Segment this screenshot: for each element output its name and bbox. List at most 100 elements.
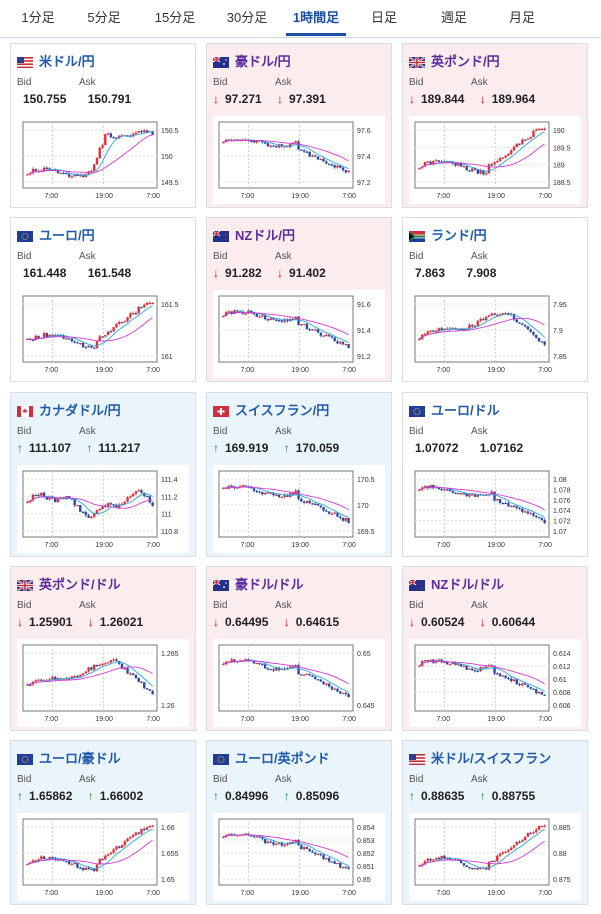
pair-name[interactable]: スイスフラン/円 (235, 403, 330, 418)
price-chart[interactable]: 190 189.5 189 188.5 7:00 19:00 7:00 (409, 116, 581, 204)
candle-body (504, 502, 507, 505)
x-tick-label: 7:00 (342, 890, 356, 897)
pair-name[interactable]: 米ドル/スイスフラン (431, 751, 552, 766)
pair-name[interactable]: 米ドル/円 (39, 54, 95, 69)
candle-body (236, 310, 239, 312)
candle-body (308, 673, 311, 676)
candle-body (263, 142, 267, 144)
candle-body (333, 165, 336, 168)
tab-3[interactable]: 15分足 (154, 10, 196, 25)
tab-7[interactable]: 週足 (440, 10, 467, 25)
rate-card[interactable]: 豪ドル/円 Bid Ask ↓ 97.271 ↓ 97.391 97.6 97.4 97.… (206, 43, 392, 208)
currency-pair-title[interactable]: NZドル/円 (212, 225, 295, 243)
price-chart[interactable]: 0.885 0.88 0.875 7:00 19:00 7:00 (409, 813, 581, 901)
currency-pair-title[interactable]: 米ドル/スイスフラン (409, 748, 552, 766)
pair-name[interactable]: NZドル/ドル (431, 577, 504, 592)
currency-pair-title[interactable]: ランド/円 (409, 225, 487, 243)
candle-body (468, 867, 471, 869)
rate-card[interactable]: ユーロ/ドル Bid Ask 1.07072 1.07162 1.08 1.078 1… (402, 392, 588, 557)
currency-pair-title[interactable]: 豪ドル/ドル (212, 574, 304, 592)
currency-pair-title[interactable]: カナダドル/円 (17, 400, 121, 418)
candle-body (498, 499, 502, 503)
currency-pair-title[interactable]: スイスフラン/円 (213, 400, 330, 418)
y-tick-label: 1.66 (161, 825, 175, 832)
currency-pair-title[interactable]: NZドル/ドル (408, 574, 504, 592)
candle-body (291, 493, 295, 495)
currency-pair-title[interactable]: 豪ドル/円 (212, 51, 291, 69)
candle-body (471, 668, 474, 671)
price-chart[interactable]: 150.5 150 149.5 7:00 19:00 7:00 (17, 116, 189, 204)
pair-name[interactable]: ランド/円 (431, 228, 487, 243)
candle-body (266, 319, 270, 321)
rate-card[interactable]: 英ポンド/ドル Bid Ask ↓ 1.25901 ↓ 1.26021 1.265 1.… (10, 566, 196, 731)
currency-pair-title[interactable]: ユーロ/豪ドル (17, 748, 121, 766)
candle-body (496, 855, 499, 862)
pair-name[interactable]: 豪ドル/円 (235, 54, 291, 69)
y-tick-label: 170 (357, 503, 369, 510)
price-chart[interactable]: 91.6 91.4 91.2 7:00 19:00 7:00 (213, 290, 385, 378)
rate-card[interactable]: 豪ドル/ドル Bid Ask ↓ 0.64495 ↓ 0.64615 0.65 0.64… (206, 566, 392, 731)
price-chart[interactable]: 111.4 111.2 111 110.8 7:00 19:00 7:00 (17, 465, 189, 553)
candle-body (336, 512, 339, 517)
rate-card[interactable]: ユーロ/円 Bid Ask 161.448 161.548 161.5 161 7:0… (10, 217, 196, 382)
y-tick-label: 0.65 (357, 651, 371, 658)
currency-pair-title[interactable]: ユーロ/ドル (409, 400, 500, 418)
rate-card[interactable]: NZドル/ドル Bid Ask ↓ 0.60524 ↓ 0.60644 0.614 0.… (402, 566, 588, 731)
candle-body (432, 659, 435, 663)
price-chart[interactable]: 0.614 0.612 0.61 0.608 0.606 7:00 19:00 7:00 (409, 639, 581, 727)
rate-card[interactable]: 英ポンド/円 Bid Ask ↓ 189.844 ↓ 189.964 190 189.5… (402, 43, 588, 208)
price-chart[interactable]: 1.08 1.078 1.076 1.074 1.072 1.07 7:00 19:00 7:0… (409, 465, 581, 553)
candle-body (126, 838, 129, 842)
pair-name[interactable]: 豪ドル/ドル (235, 577, 304, 592)
pair-name[interactable]: ユーロ/円 (39, 228, 95, 243)
candle-body (457, 493, 460, 495)
price-chart[interactable]: 170.5 170 169.5 7:00 19:00 7:00 (213, 465, 385, 553)
candle-body (308, 329, 311, 331)
rate-card[interactable]: 米ドル/スイスフラン Bid Ask ↑ 0.88635 ↑ 0.88755 0.88… (402, 740, 588, 905)
rate-card[interactable]: スイスフラン/円 Bid Ask ↑ 169.919 ↑ 170.059 170.5 1… (206, 392, 392, 557)
rate-card[interactable]: NZドル/円 Bid Ask ↓ 91.282 ↓ 91.402 91.6 91.4 91… (206, 217, 392, 382)
down-arrow-icon: ↓ (479, 92, 486, 106)
ask-value: ↑ 0.88755 (479, 789, 536, 803)
pair-name[interactable]: 英ポンド/ドル (39, 577, 121, 592)
bid-value: 7.863 (415, 266, 446, 280)
currency-pair-title[interactable]: ユーロ/英ポンド (213, 748, 330, 766)
pair-name[interactable]: ユーロ/ドル (431, 403, 500, 418)
rate-card[interactable]: ユーロ/英ポンド Bid Ask ↑ 0.84996 ↑ 0.85096 0.854 0… (206, 740, 392, 905)
currency-pair-title[interactable]: 英ポンド/円 (408, 51, 500, 69)
rate-card[interactable]: カナダドル/円 Bid Ask ↑ 111.107 ↑ 111.217 111.4 11… (10, 392, 196, 557)
currency-pair-title[interactable]: 米ドル/円 (17, 51, 95, 69)
pair-name[interactable]: ユーロ/英ポンド (235, 751, 330, 766)
tab-2[interactable]: 5分足 (87, 10, 121, 25)
tab-6[interactable]: 日足 (370, 10, 397, 25)
rate-card[interactable]: 米ドル/円 Bid Ask 150.755 150.791 150.5 150 149… (10, 43, 196, 208)
pair-name[interactable]: カナダドル/円 (39, 403, 121, 418)
candle-body (311, 503, 314, 505)
candle-body (330, 336, 334, 338)
currency-pair-title[interactable]: 英ポンド/ドル (16, 574, 121, 592)
price-chart[interactable]: 0.854 0.853 0.852 0.851 0.85 7:00 19:00 7:00 (213, 813, 385, 901)
y-tick-label: 161 (161, 354, 173, 361)
candle-body (112, 137, 115, 139)
candle-body (95, 664, 99, 667)
tab-5[interactable]: 1時間足 (286, 0, 346, 36)
price-chart[interactable]: 97.6 97.4 97.2 7:00 19:00 7:00 (213, 116, 385, 204)
tab-4[interactable]: 30分足 (226, 10, 268, 25)
pair-name[interactable]: NZドル/円 (235, 228, 295, 243)
price-chart[interactable]: 7.95 7.9 7.85 7:00 19:00 7:00 (409, 290, 581, 378)
price-chart[interactable]: 0.65 0.645 7:00 19:00 7:00 (213, 639, 385, 727)
rate-card[interactable]: ランド/円 Bid Ask 7.863 7.908 7.95 7.9 7.85 7:00… (402, 217, 588, 382)
pair-name[interactable]: 英ポンド/円 (431, 54, 500, 69)
price-chart[interactable]: 1.265 1.26 7:00 19:00 7:00 (17, 639, 189, 727)
currency-pair-title[interactable]: ユーロ/円 (17, 225, 95, 243)
candle-body (347, 344, 350, 348)
tab-8[interactable]: 月足 (508, 10, 535, 25)
x-tick-label: 7:00 (146, 890, 160, 897)
candle-body (106, 133, 110, 135)
price-chart[interactable]: 161.5 161 7:00 19:00 7:00 (17, 290, 189, 378)
rate-card[interactable]: ユーロ/豪ドル Bid Ask ↑ 1.65862 ↑ 1.66002 1.66 1.6… (10, 740, 196, 905)
price-chart[interactable]: 1.66 1.655 1.65 7:00 19:00 7:00 (17, 813, 189, 901)
tab-1[interactable]: 1分足 (21, 10, 55, 25)
candle-body (70, 338, 74, 342)
pair-name[interactable]: ユーロ/豪ドル (39, 751, 121, 766)
